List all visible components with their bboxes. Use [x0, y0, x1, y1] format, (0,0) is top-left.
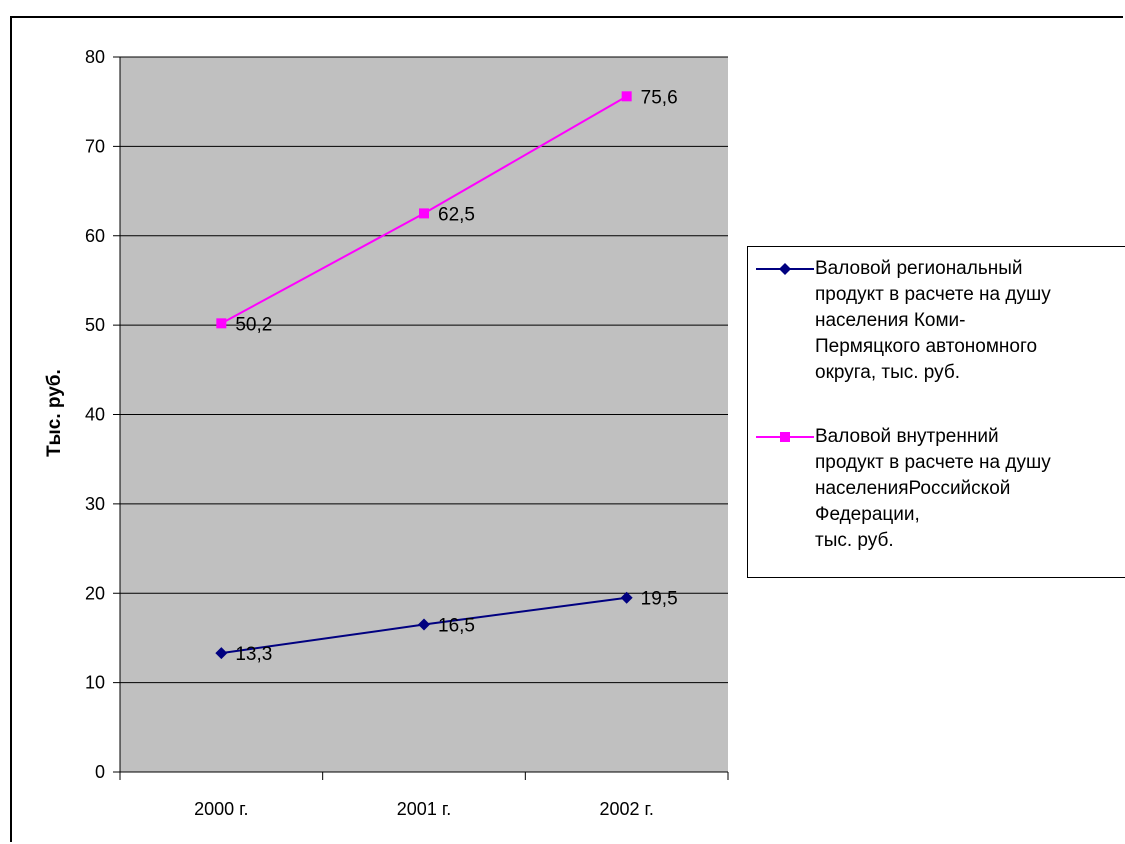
x-tick-label: 2000 г. — [194, 799, 248, 819]
legend: Валовой региональный продукт в расчете н… — [747, 246, 1125, 578]
series-1: 13,3 16,5 19,5 — [215, 589, 678, 665]
series-2: 50,2 62,5 75,6 — [216, 87, 678, 335]
y-tick-label: 80 — [85, 47, 105, 67]
y-axis-label: Тыс. руб. — [44, 369, 65, 457]
y-tick-label: 70 — [85, 136, 105, 156]
legend-marker-diamond-icon — [756, 263, 814, 275]
axes — [113, 56, 729, 780]
x-tick-label: 2002 г. — [599, 799, 653, 819]
y-tick-labels: 0 10 20 30 40 50 60 70 80 — [85, 47, 105, 782]
y-tick-label: 20 — [85, 583, 105, 603]
y-tick-label: 0 — [95, 762, 105, 782]
y-tick-label: 40 — [85, 405, 105, 425]
data-point — [418, 618, 430, 631]
data-label: 50,2 — [235, 314, 272, 335]
data-label: 75,6 — [641, 87, 678, 108]
y-tick-label: 50 — [85, 315, 105, 335]
legend-marker-square-icon — [756, 432, 814, 442]
y-tick-label: 60 — [85, 226, 105, 246]
x-tick-labels: 2000 г. 2001 г. 2002 г. — [194, 799, 654, 819]
data-point — [215, 647, 228, 660]
series-layer: 13,3 16,5 19,5 50,2 62,5 75,6 — [215, 87, 678, 665]
x-tick-label: 2001 г. — [397, 799, 451, 819]
data-point — [620, 591, 633, 604]
data-label: 16,5 — [438, 616, 475, 637]
legend-label-series-1: Валовой региональный продукт в расчете н… — [815, 258, 1051, 383]
data-label: 13,3 — [235, 644, 272, 665]
data-point — [216, 318, 227, 329]
data-point — [621, 91, 632, 102]
y-tick-label: 10 — [85, 673, 105, 693]
chart-frame — [10, 16, 1123, 842]
legend-label-series-2: Валовой внутренний продукт в расчете на … — [815, 426, 1051, 551]
data-label: 19,5 — [641, 589, 678, 610]
data-point — [419, 208, 429, 219]
y-tick-label: 30 — [85, 494, 105, 514]
data-label: 62,5 — [438, 204, 475, 225]
